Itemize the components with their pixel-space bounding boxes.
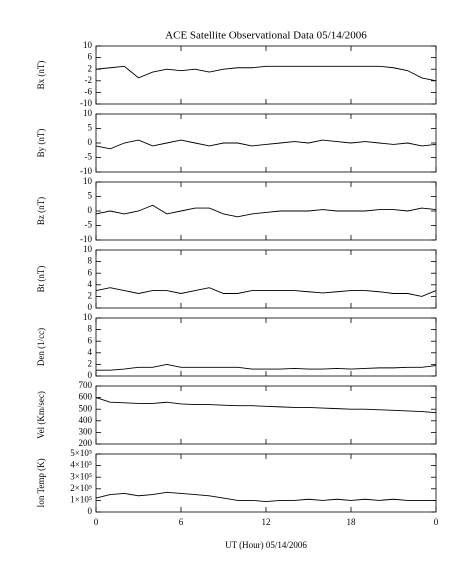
- y-tick-label: 4: [88, 279, 93, 289]
- data-line: [95, 491, 436, 503]
- data-line: [96, 363, 437, 371]
- y-tick-label: -10: [80, 98, 92, 108]
- y-tick-label: 0: [88, 137, 93, 147]
- y-tick-label: 8: [88, 256, 93, 266]
- y-axis-label: Ion Temp (K): [36, 458, 46, 507]
- x-tick-label: 6: [179, 517, 184, 527]
- y-axis-label: Bt (nT): [36, 266, 46, 293]
- y-tick-label: 2: [88, 358, 93, 368]
- y-tick-label: 2: [88, 290, 93, 300]
- chart-title: ACE Satellite Observational Data 05/14/2…: [165, 30, 367, 42]
- data-line: [95, 397, 437, 414]
- plot-frame: [95, 181, 437, 241]
- y-tick-label: -5: [85, 152, 93, 162]
- plot-frame: [95, 453, 437, 513]
- y-tick-label: 1×10⁵: [70, 494, 92, 504]
- plot-frame: [95, 249, 437, 309]
- y-tick-label: 4: [88, 347, 93, 357]
- plot-frame: [95, 113, 437, 173]
- y-tick-label: 5: [88, 191, 93, 201]
- y-tick-label: 8: [88, 324, 93, 334]
- y-axis-label: By (nT): [36, 129, 46, 158]
- y-tick-label: 300: [79, 426, 93, 436]
- y-tick-label: 4×10⁵: [70, 460, 92, 470]
- data-line: [95, 139, 437, 150]
- x-tick-label: 18: [347, 517, 357, 527]
- y-tick-label: 10: [83, 176, 93, 186]
- y-axis-label: Bx (nT): [36, 61, 46, 90]
- data-line: [95, 65, 437, 82]
- y-tick-label: 2: [88, 63, 93, 73]
- data-line: [95, 287, 437, 297]
- y-tick-label: 600: [79, 392, 93, 402]
- plot-frame: [95, 385, 437, 445]
- y-tick-label: -5: [85, 220, 93, 230]
- y-tick-label: -10: [80, 234, 92, 244]
- x-tick-label: 0: [94, 517, 99, 527]
- y-tick-label: 0: [88, 370, 93, 380]
- y-tick-label: 10: [83, 312, 93, 322]
- y-tick-label: 700: [79, 380, 93, 390]
- y-tick-label: 200: [79, 438, 93, 448]
- y-tick-label: -2: [85, 75, 93, 85]
- y-tick-label: 5: [88, 123, 93, 133]
- y-tick-label: 0: [88, 506, 93, 516]
- y-axis-label: Bz (nT): [36, 197, 46, 225]
- y-tick-label: 6: [88, 52, 93, 62]
- x-axis-label: UT (Hour) 05/14/2006: [225, 540, 307, 550]
- y-tick-label: -10: [80, 166, 92, 176]
- y-tick-label: 0: [88, 205, 93, 215]
- y-tick-label: 2×10⁵: [70, 483, 92, 493]
- y-tick-label: 400: [79, 415, 93, 425]
- y-tick-label: 3×10⁵: [70, 471, 92, 481]
- y-axis-label: Den (1/cc): [36, 328, 46, 366]
- x-tick-label: 12: [262, 517, 271, 527]
- y-tick-label: 6: [88, 335, 93, 345]
- y-tick-label: 0: [88, 302, 93, 312]
- y-axis-label: Vel (Km/sec): [36, 391, 46, 439]
- y-tick-label: 10: [83, 244, 93, 254]
- y-tick-label: 10: [83, 108, 93, 118]
- y-tick-label: -6: [85, 86, 93, 96]
- x-tick-label: 0: [434, 517, 439, 527]
- data-line: [95, 204, 437, 218]
- plot-frame: [95, 45, 437, 105]
- y-tick-label: 500: [79, 403, 93, 413]
- y-tick-label: 6: [88, 267, 93, 277]
- y-tick-label: 10: [83, 40, 93, 50]
- y-tick-label: 5×10⁵: [70, 448, 92, 458]
